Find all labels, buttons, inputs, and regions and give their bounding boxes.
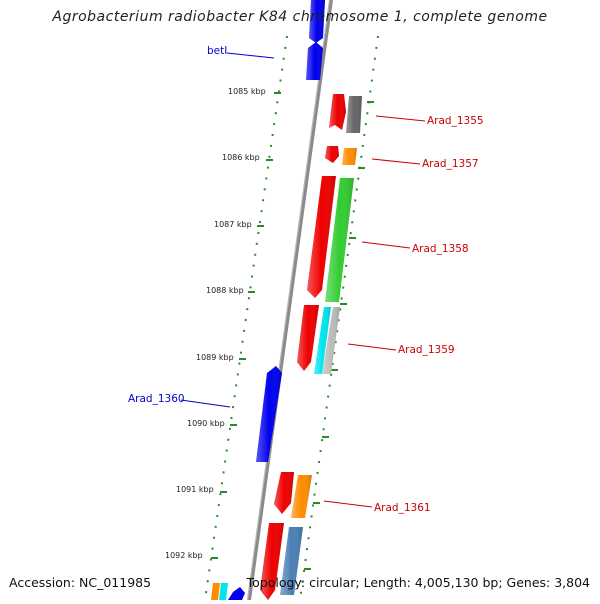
label-arad-1359[interactable]: Arad_1359 [398,344,455,356]
scale-label-1090: 1090 kbp [187,419,225,428]
scale-major-ticks [211,92,281,559]
map-title: Agrobacterium radiobacter K84 chromosome… [52,9,548,25]
label-arad-1361[interactable]: Arad_1361 [374,502,431,514]
genome-summary-text: Topology: circular; Length: 4,005,130 bp… [246,575,590,590]
gene-arad-1359[interactable] [297,305,340,374]
scale-labels: 1085 kbp 1086 kbp 1087 kbp 1088 kbp 1089… [165,87,266,560]
right-tick-track [299,35,379,601]
gene-bottom-blue[interactable] [228,587,245,600]
label-arad-1355[interactable]: Arad_1355 [427,115,484,127]
scale-label-1089: 1089 kbp [196,353,234,362]
gene-beti[interactable] [306,42,323,80]
label-arad-1357[interactable]: Arad_1357 [422,158,479,170]
gene-bottom-small[interactable] [211,583,228,600]
genome-backbone [247,0,333,601]
gene-arad-1360[interactable] [256,366,282,462]
gene-arad-1358[interactable] [307,176,354,302]
scale-major-ticks-right [304,101,374,570]
label-beti[interactable]: betI [207,45,227,57]
gene-arad-1357[interactable] [325,146,357,165]
accession-text: Accession: NC_011985 [9,575,152,590]
scale-label-1088: 1088 kbp [206,286,244,295]
left-tick-track [204,35,288,601]
label-arad-1358[interactable]: Arad_1358 [412,243,469,255]
scale-label-1091: 1091 kbp [176,485,214,494]
scale-label-1085: 1085 kbp [228,87,266,96]
gene-labels: betI Arad_1355 Arad_1357 Arad_1358 Arad_… [128,45,484,514]
gene-arad-1355[interactable] [329,94,362,133]
scale-label-1086: 1086 kbp [222,153,260,162]
label-arad-1360[interactable]: Arad_1360 [128,393,185,405]
scale-label-1092: 1092 kbp [165,551,203,560]
gene-top-partial[interactable] [309,0,325,43]
label-leaders [180,52,426,508]
gene-arad-1361[interactable] [274,472,312,518]
scale-label-1087: 1087 kbp [214,220,252,229]
gene-bottom-pair[interactable] [260,523,303,600]
